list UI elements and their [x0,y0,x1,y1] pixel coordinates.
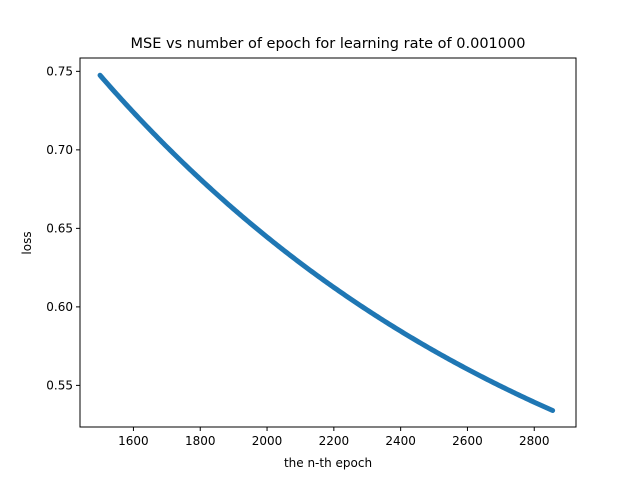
y-tick-label: 0.65 [46,221,73,235]
x-tick-label: 1800 [185,434,216,448]
y-axis-label: loss [20,231,34,254]
x-axis-label: the n-th epoch [284,456,372,470]
y-tick-label: 0.75 [46,64,73,78]
x-tick-label: 2600 [452,434,483,448]
x-tick-label: 2800 [519,434,550,448]
x-tick-label: 2400 [385,434,416,448]
x-tick-label: 2000 [252,434,283,448]
x-axis-ticks: 1600 1800 2000 2200 2400 2600 2800 [118,427,550,448]
y-tick-label: 0.60 [46,300,73,314]
x-tick-label: 2200 [319,434,350,448]
chart-title: MSE vs number of epoch for learning rate… [131,36,526,52]
y-axis-ticks: 0.55 0.60 0.65 0.70 0.75 [46,64,80,392]
x-tick-label: 1600 [118,434,149,448]
y-tick-label: 0.70 [46,143,73,157]
y-tick-label: 0.55 [46,378,73,392]
plot-marks [97,72,556,414]
loss-series-line [97,72,556,414]
plot-frame [79,57,577,428]
